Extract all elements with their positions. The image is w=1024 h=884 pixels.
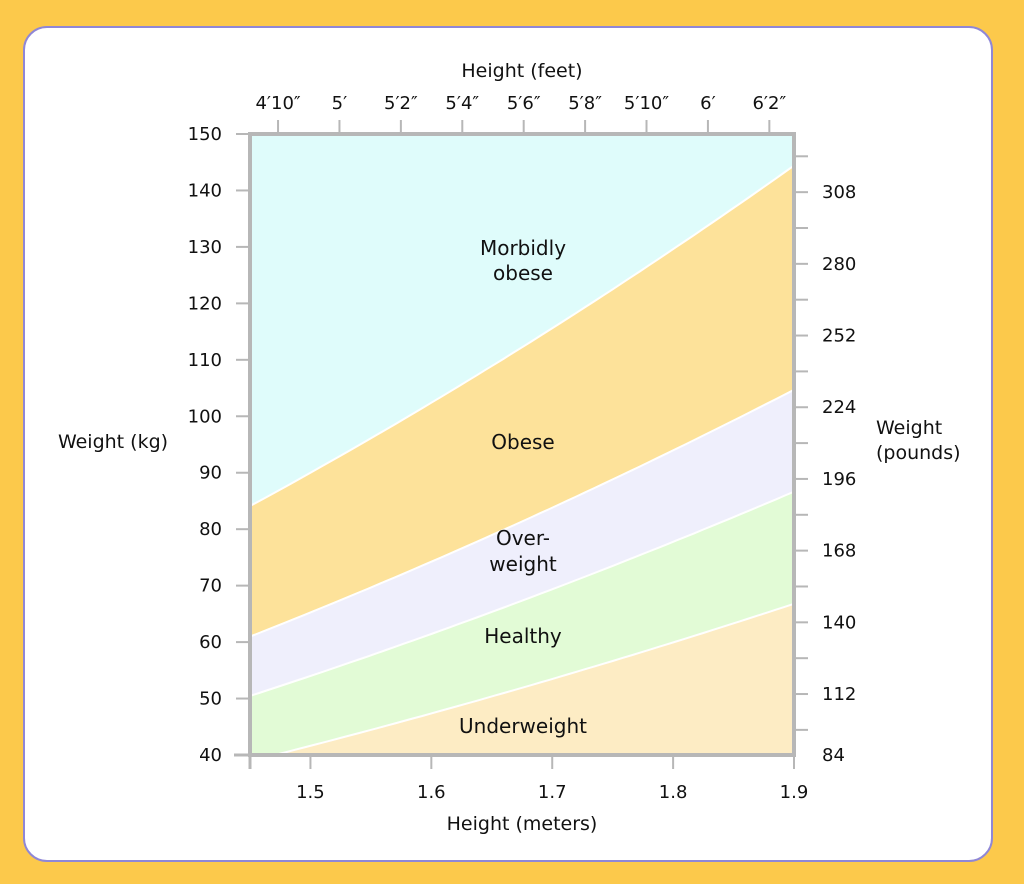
region-label-underweight: Underweight (459, 714, 587, 738)
bottom-axis-title: Height (meters) (447, 813, 598, 835)
top-tick-label-5: 5′8″ (568, 93, 602, 114)
top-tick-label-4: 5′6″ (507, 93, 541, 114)
region-label-morbidly-obese-line2: obese (493, 261, 553, 285)
right-tick-label-0: 84 (822, 745, 845, 766)
top-tick-label-8: 6′2″ (752, 93, 786, 114)
boundary-line-bmi-24 (249, 490, 795, 697)
bottom-tick-label-2: 1.7 (538, 782, 567, 803)
bottom-tick-label-0: 1.5 (296, 782, 325, 803)
top-tick-label-0: 4′10″ (255, 93, 300, 114)
region-label-healthy: Healthy (484, 624, 562, 648)
boundary-line-bmi-18.5 (250, 602, 795, 756)
right-axis-title: Weight (876, 417, 942, 439)
left-tick-label-120: 120 (188, 293, 222, 314)
region-overweight (250, 389, 794, 696)
right-tick-label-8: 308 (822, 182, 856, 203)
left-tick-label-140: 140 (188, 180, 222, 201)
bottom-tick-label-1: 1.6 (417, 782, 446, 803)
bottom-tick-label-3: 1.8 (659, 782, 688, 803)
top-tick-label-6: 5′10″ (624, 93, 669, 114)
left-tick-label-60: 60 (199, 632, 222, 653)
region-morbidly-obese (250, 134, 794, 506)
right-tick-label-2: 140 (822, 612, 856, 633)
bmi-boundary-lines (249, 164, 795, 756)
region-label-morbidly-obese: Morbidly (480, 236, 566, 260)
region-label-overweight-line2: weight (489, 552, 557, 576)
left-tick-label-100: 100 (188, 406, 222, 427)
bottom-tick-label-4: 1.9 (780, 782, 809, 803)
plot-border (248, 132, 796, 757)
region-label-overweight: Over- (496, 526, 550, 550)
left-tick-label-70: 70 (199, 576, 222, 597)
left-tick-label-130: 130 (188, 237, 222, 258)
right-axis-title-line2: (pounds) (876, 442, 961, 464)
left-tick-label-150: 150 (188, 124, 222, 145)
bmi-regions (250, 134, 794, 755)
boundary-line-bmi-29 (249, 388, 795, 638)
region-healthy (250, 491, 794, 755)
right-tick-label-1: 112 (822, 684, 856, 705)
left-tick-label-40: 40 (199, 745, 222, 766)
right-tick-label-7: 280 (822, 254, 856, 275)
region-label-obese: Obese (491, 430, 554, 454)
region-obese (250, 165, 794, 637)
left-tick-label-80: 80 (199, 519, 222, 540)
top-tick-label-2: 5′2″ (384, 93, 418, 114)
axis-ticks: 40 50 60 70 80 90 100 110 120 130 140 150 1.5 1.6 1.7 1… (188, 93, 857, 803)
boundary-line-bmi-40 (249, 164, 795, 507)
top-tick-label-1: 5′ (332, 93, 348, 114)
right-tick-label-6: 252 (822, 326, 856, 347)
top-tick-label-3: 5′4″ (445, 93, 479, 114)
right-tick-label-4: 196 (822, 469, 856, 490)
left-tick-label-90: 90 (199, 463, 222, 484)
right-tick-label-5: 224 (822, 397, 856, 418)
right-tick-label-3: 168 (822, 541, 856, 562)
region-underweight (250, 603, 794, 755)
top-tick-label-7: 6′ (700, 93, 716, 114)
left-tick-label-50: 50 (199, 689, 222, 710)
top-axis-title: Height (feet) (461, 60, 582, 82)
left-axis-title: Weight (kg) (58, 431, 168, 453)
left-tick-label-110: 110 (188, 350, 222, 371)
